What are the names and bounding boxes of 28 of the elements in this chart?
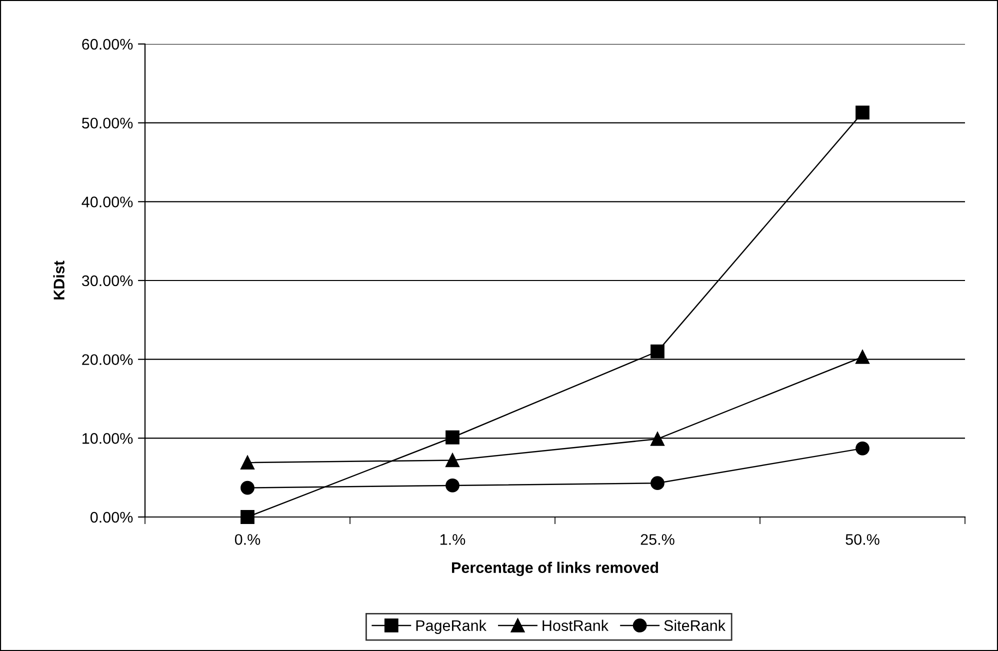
x-tick-label: 50.%: [846, 534, 880, 545]
y-tick-label: 40.00%: [82, 196, 133, 208]
point: [856, 441, 870, 456]
point: [856, 106, 870, 120]
y-tick-label: 30.00%: [82, 275, 133, 286]
point: [650, 344, 664, 358]
point: [446, 453, 460, 468]
y-tick-label: 20.00%: [82, 354, 133, 366]
x-tick-label: 25.%: [640, 534, 674, 545]
y-tick-label: 50.00%: [82, 118, 133, 129]
y-tick-label: 10.00%: [82, 433, 133, 444]
point: [446, 430, 460, 444]
y-tick-label: 0.00%: [90, 512, 133, 523]
point: [240, 456, 254, 470]
x-tick-label: 0.%: [234, 534, 260, 545]
legend-label: PageRank: [416, 620, 486, 634]
legend-label: SiteRank: [664, 620, 726, 631]
point: [240, 510, 254, 524]
point: [240, 480, 254, 495]
point: [446, 478, 460, 492]
y-axis-title: KDist: [53, 260, 64, 300]
point: [650, 432, 664, 446]
point: [856, 350, 870, 364]
point: [650, 476, 664, 490]
x-tick-label: 1.%: [440, 534, 466, 545]
y-tick-label: 60.00%: [82, 38, 133, 50]
legend-label: HostRank: [542, 620, 609, 631]
x-axis-title: Percentage of links removed: [452, 562, 658, 576]
